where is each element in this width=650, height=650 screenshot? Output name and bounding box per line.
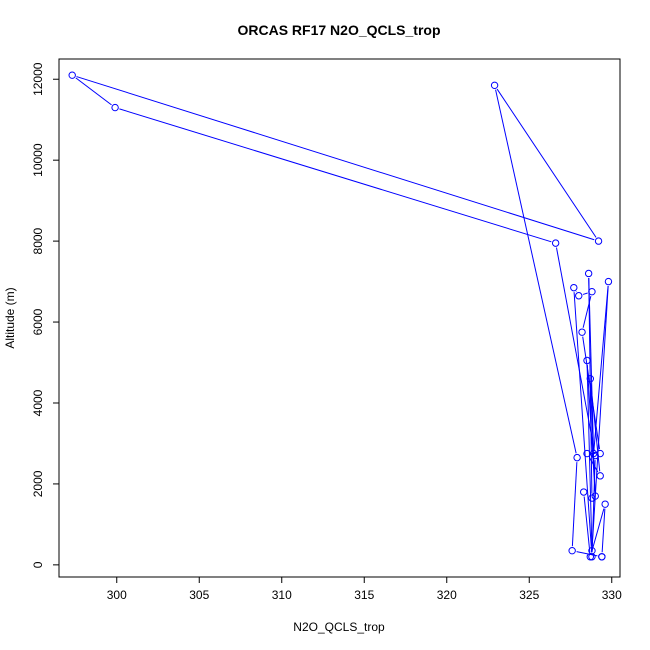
series-segment xyxy=(119,108,552,243)
y-tick-label: 12000 xyxy=(31,62,45,96)
data-point xyxy=(583,449,591,458)
series-segment xyxy=(601,508,606,553)
x-tick-label: 300 xyxy=(107,588,127,602)
series-segment xyxy=(582,336,601,450)
data-point xyxy=(68,71,76,79)
chart-title: ORCAS RF17 N2O_QCLS_trop xyxy=(237,22,440,38)
y-axis-label: Altitude (m) xyxy=(3,287,17,348)
series-segment xyxy=(591,508,605,553)
y-tick-label: 0 xyxy=(31,561,45,568)
data-point xyxy=(588,287,596,296)
data-point xyxy=(588,553,596,561)
x-tick-label: 305 xyxy=(189,588,209,602)
x-tick-label: 315 xyxy=(354,588,374,602)
data-point xyxy=(604,277,613,286)
data-point xyxy=(591,451,599,460)
series-segment xyxy=(591,286,609,547)
data-point xyxy=(583,356,591,365)
series-segment xyxy=(571,462,578,547)
data-point xyxy=(570,283,578,292)
series-segment xyxy=(576,551,598,557)
data-point xyxy=(580,488,588,496)
series-segment xyxy=(582,295,592,328)
series-segment xyxy=(591,460,596,553)
plot-frame xyxy=(58,58,621,578)
data-point xyxy=(578,328,586,336)
data-point xyxy=(551,239,560,247)
series-segment xyxy=(573,292,593,553)
data-point xyxy=(591,492,599,500)
y-tick-label: 6000 xyxy=(31,308,45,335)
series-segment xyxy=(496,88,597,238)
data-point xyxy=(575,292,583,300)
series-segment xyxy=(583,496,591,553)
data-point xyxy=(586,375,594,383)
series-segment xyxy=(582,292,588,295)
data-point xyxy=(598,553,606,561)
x-axis-label: N2O_QCLS_trop xyxy=(293,620,385,634)
series-segment xyxy=(588,457,599,473)
x-tick-label: 320 xyxy=(437,588,457,602)
data-point xyxy=(490,81,499,90)
series-segment xyxy=(495,89,577,454)
series-segment xyxy=(75,77,112,106)
x-axis: 300 305 310 315 320 325 330 xyxy=(107,577,622,602)
data-point xyxy=(601,500,609,508)
data-point xyxy=(111,103,119,112)
data-point xyxy=(584,269,593,278)
series-segment xyxy=(593,286,609,450)
y-tick-label: 4000 xyxy=(31,389,45,416)
data-point xyxy=(573,453,581,462)
series-segment xyxy=(588,277,594,450)
data-point xyxy=(568,546,576,555)
series-segment xyxy=(76,76,595,241)
data-point xyxy=(596,472,604,480)
y-axis: 0 2000 4000 6000 8000 10000 12000 xyxy=(31,62,59,568)
x-tick-label: 325 xyxy=(519,588,539,602)
y-tick-label: 10000 xyxy=(31,143,45,177)
x-tick-label: 330 xyxy=(602,588,622,602)
data-point xyxy=(596,449,604,458)
series-points xyxy=(68,71,613,561)
series-segment xyxy=(555,247,595,452)
y-tick-label: 8000 xyxy=(31,227,45,254)
series-lines xyxy=(75,76,609,557)
y-tick-label: 2000 xyxy=(31,470,45,497)
data-point xyxy=(594,237,603,245)
x-tick-label: 310 xyxy=(272,588,292,602)
